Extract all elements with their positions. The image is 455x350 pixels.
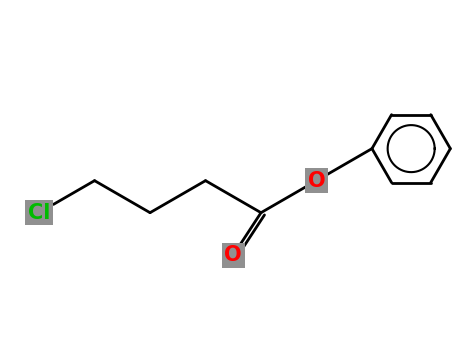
Text: Cl: Cl <box>28 203 50 223</box>
Text: O: O <box>308 171 325 191</box>
Text: O: O <box>224 245 242 265</box>
